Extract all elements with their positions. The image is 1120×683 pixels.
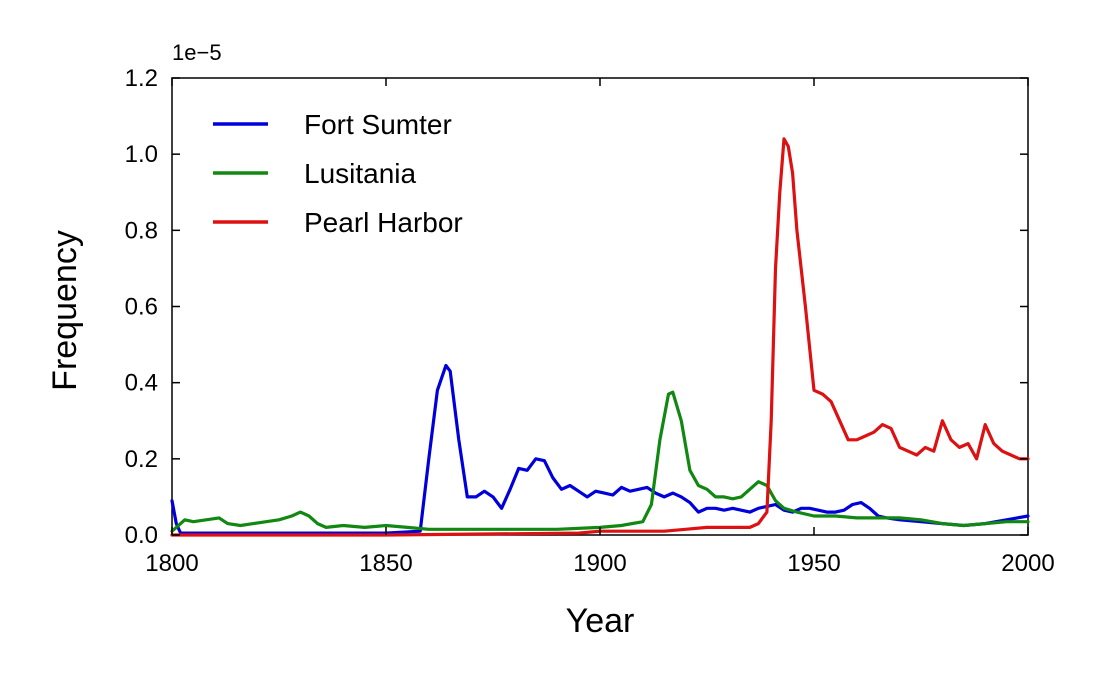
axes-layer: 1800 1850 1900 1950 2000 0.0 0.2 0.4 0.6 0.8 1.0 1.…	[125, 65, 1055, 577]
series-line-lusitania	[170, 390, 1030, 533]
series-layer	[170, 137, 1030, 537]
y-tick-label: 0.0	[125, 522, 158, 549]
y-tick-label: 1.2	[125, 65, 158, 92]
x-tick-label: 1800	[145, 550, 198, 577]
legend-label-pearl-harbor: Pearl Harbor	[304, 207, 463, 238]
legend: Fort Sumter Lusitania Pearl Harbor	[213, 109, 463, 238]
plot-frame	[171, 77, 1029, 536]
y-tick-label: 0.4	[125, 370, 158, 397]
x-tick-label: 1850	[359, 550, 412, 577]
y-axis-label: Frequency	[46, 230, 84, 391]
x-tick-label: 1900	[573, 550, 626, 577]
y-tick-label: 0.2	[125, 446, 158, 473]
y-tick-label: 0.8	[125, 217, 158, 244]
x-tick-label: 2000	[1001, 550, 1054, 577]
y-multiplier-label: 1e−5	[172, 40, 222, 65]
y-tick-label: 1.0	[125, 141, 158, 168]
legend-label-fort-sumter: Fort Sumter	[304, 109, 452, 140]
y-tick-label: 0.6	[125, 294, 158, 321]
x-tick-label: 1950	[787, 550, 840, 577]
series-line-pearl-harbor	[170, 137, 1030, 537]
series-line-fort-sumter	[170, 363, 1030, 535]
x-axis-label: Year	[566, 602, 635, 640]
legend-label-lusitania: Lusitania	[304, 158, 417, 189]
